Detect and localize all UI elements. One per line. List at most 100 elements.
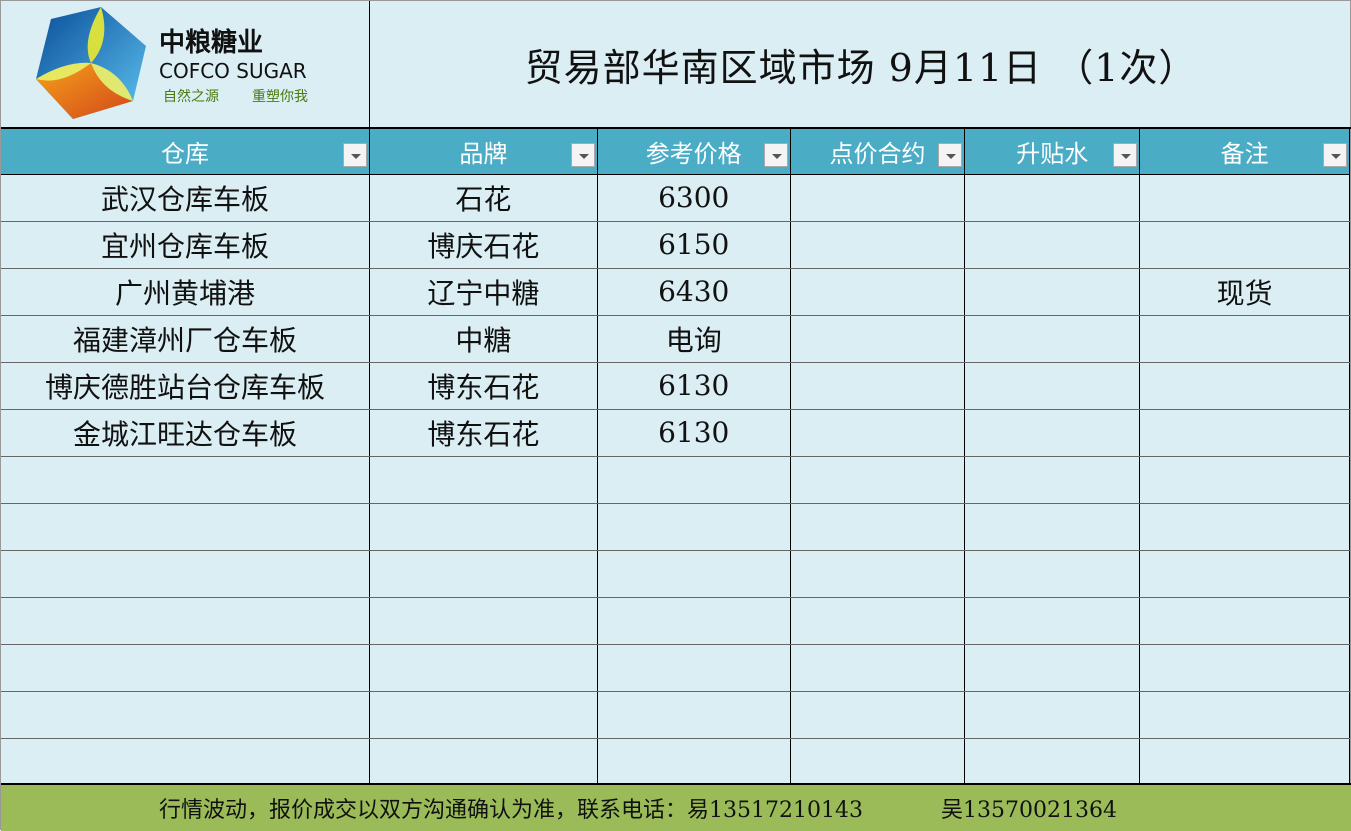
table-cell[interactable]	[790, 644, 966, 692]
table-cell[interactable]	[964, 550, 1141, 598]
filter-dropdown-icon[interactable]	[1323, 143, 1347, 167]
column-header: 备注	[1139, 129, 1350, 175]
table-cell[interactable]	[790, 221, 966, 269]
column-header-label: 品牌	[459, 139, 508, 168]
table-cell[interactable]	[1, 503, 371, 551]
table-cell[interactable]	[1139, 644, 1350, 692]
table-row: 金城江旺达仓车板 博东石花 6130	[1, 409, 1350, 457]
table-cell[interactable]	[1, 456, 371, 504]
table-cell[interactable]	[1139, 550, 1350, 598]
table-cell[interactable]	[369, 456, 598, 504]
table-cell[interactable]	[790, 503, 966, 551]
table-cell[interactable]	[1139, 362, 1350, 410]
table-cell[interactable]	[1139, 738, 1350, 786]
table-cell[interactable]	[369, 691, 598, 739]
table-cell[interactable]: 中糖	[369, 315, 598, 363]
table-cell[interactable]	[1139, 409, 1350, 457]
table-cell[interactable]	[790, 550, 966, 598]
table-cell[interactable]: 宜州仓库车板	[1, 221, 371, 269]
table-cell[interactable]	[597, 644, 791, 692]
table-cell[interactable]	[1, 550, 371, 598]
table-cell[interactable]	[597, 738, 791, 786]
table-cell[interactable]	[964, 409, 1141, 457]
filter-dropdown-icon[interactable]	[343, 143, 368, 167]
table-cell[interactable]	[964, 503, 1141, 551]
table-cell[interactable]	[790, 691, 966, 739]
column-header: 升贴水	[964, 129, 1141, 175]
table-cell[interactable]	[597, 456, 791, 504]
table-cell[interactable]: 福建漳州厂仓车板	[1, 315, 371, 363]
column-header: 品牌	[369, 129, 598, 175]
table-cell[interactable]	[964, 691, 1141, 739]
table-cell[interactable]	[369, 597, 598, 645]
table-cell[interactable]	[964, 174, 1141, 222]
table-cell[interactable]	[1139, 315, 1350, 363]
table-cell[interactable]	[369, 738, 598, 786]
table-cell[interactable]	[790, 362, 966, 410]
table-cell[interactable]	[1139, 503, 1350, 551]
table-cell[interactable]	[964, 644, 1141, 692]
table-cell[interactable]: 6130	[597, 362, 791, 410]
table-cell[interactable]	[1139, 691, 1350, 739]
table-cell[interactable]: 博庆石花	[369, 221, 598, 269]
table-cell[interactable]	[964, 268, 1141, 316]
table-cell[interactable]	[597, 503, 791, 551]
table-cell[interactable]	[964, 597, 1141, 645]
table-cell[interactable]: 现货	[1139, 268, 1350, 316]
column-header-label: 升贴水	[1016, 139, 1089, 168]
svg-text:中粮糖业: 中粮糖业	[159, 27, 263, 58]
table-cell[interactable]: 广州黄埔港	[1, 268, 371, 316]
table-cell[interactable]: 6150	[597, 221, 791, 269]
table-cell[interactable]: 武汉仓库车板	[1, 174, 371, 222]
table-row: 博庆德胜站台仓库车板 博东石花 6130	[1, 362, 1350, 410]
svg-text:COFCO SUGAR: COFCO SUGAR	[159, 59, 307, 83]
table-cell[interactable]	[369, 550, 598, 598]
table-cell[interactable]	[1, 691, 371, 739]
table-cell[interactable]	[790, 597, 966, 645]
table-cell[interactable]: 辽宁中糖	[369, 268, 598, 316]
table-cell[interactable]	[1139, 221, 1350, 269]
table-row	[1, 597, 1350, 645]
table-cell[interactable]	[1139, 174, 1350, 222]
filter-dropdown-icon[interactable]	[570, 143, 595, 167]
filter-dropdown-icon[interactable]	[938, 143, 963, 167]
table-cell[interactable]	[1139, 456, 1350, 504]
filter-dropdown-icon[interactable]	[1113, 143, 1138, 167]
table-cell[interactable]: 博东石花	[369, 362, 598, 410]
table-cell[interactable]: 6430	[597, 268, 791, 316]
table-cell[interactable]	[369, 503, 598, 551]
table-cell[interactable]	[1139, 597, 1350, 645]
table-row	[1, 503, 1350, 551]
table-cell[interactable]	[790, 409, 966, 457]
table-cell[interactable]	[1, 644, 371, 692]
filter-dropdown-icon[interactable]	[763, 143, 788, 167]
table-cell[interactable]: 博东石花	[369, 409, 598, 457]
table-cell[interactable]	[597, 691, 791, 739]
column-header-label: 点价合约	[829, 139, 926, 168]
column-header-label: 仓库	[161, 139, 210, 168]
table-cell[interactable]: 金城江旺达仓车板	[1, 409, 371, 457]
table-cell[interactable]: 6300	[597, 174, 791, 222]
table-cell[interactable]	[790, 174, 966, 222]
table-cell[interactable]	[964, 221, 1141, 269]
table-cell[interactable]	[964, 456, 1141, 504]
table-cell[interactable]	[369, 644, 598, 692]
table-cell[interactable]	[597, 597, 791, 645]
table-cell[interactable]	[1, 597, 371, 645]
table-cell[interactable]	[964, 315, 1141, 363]
table-cell[interactable]: 石花	[369, 174, 598, 222]
table-cell[interactable]: 6130	[597, 409, 791, 457]
table-cell[interactable]	[1, 738, 371, 786]
table-cell[interactable]: 博庆德胜站台仓库车板	[1, 362, 371, 410]
table-cell[interactable]	[964, 738, 1141, 786]
table-cell[interactable]	[790, 738, 966, 786]
table-cell[interactable]: 电询	[597, 315, 791, 363]
cube-logo-icon: 中粮糖业 COFCO SUGAR 自然之源 重塑你我	[36, 7, 308, 119]
table-cell[interactable]	[790, 268, 966, 316]
table-cell[interactable]	[790, 315, 966, 363]
table-row: 武汉仓库车板 石花 6300	[1, 174, 1350, 222]
table-row: 宜州仓库车板 博庆石花 6150	[1, 221, 1350, 269]
table-cell[interactable]	[597, 550, 791, 598]
table-cell[interactable]	[964, 362, 1141, 410]
table-cell[interactable]	[790, 456, 966, 504]
